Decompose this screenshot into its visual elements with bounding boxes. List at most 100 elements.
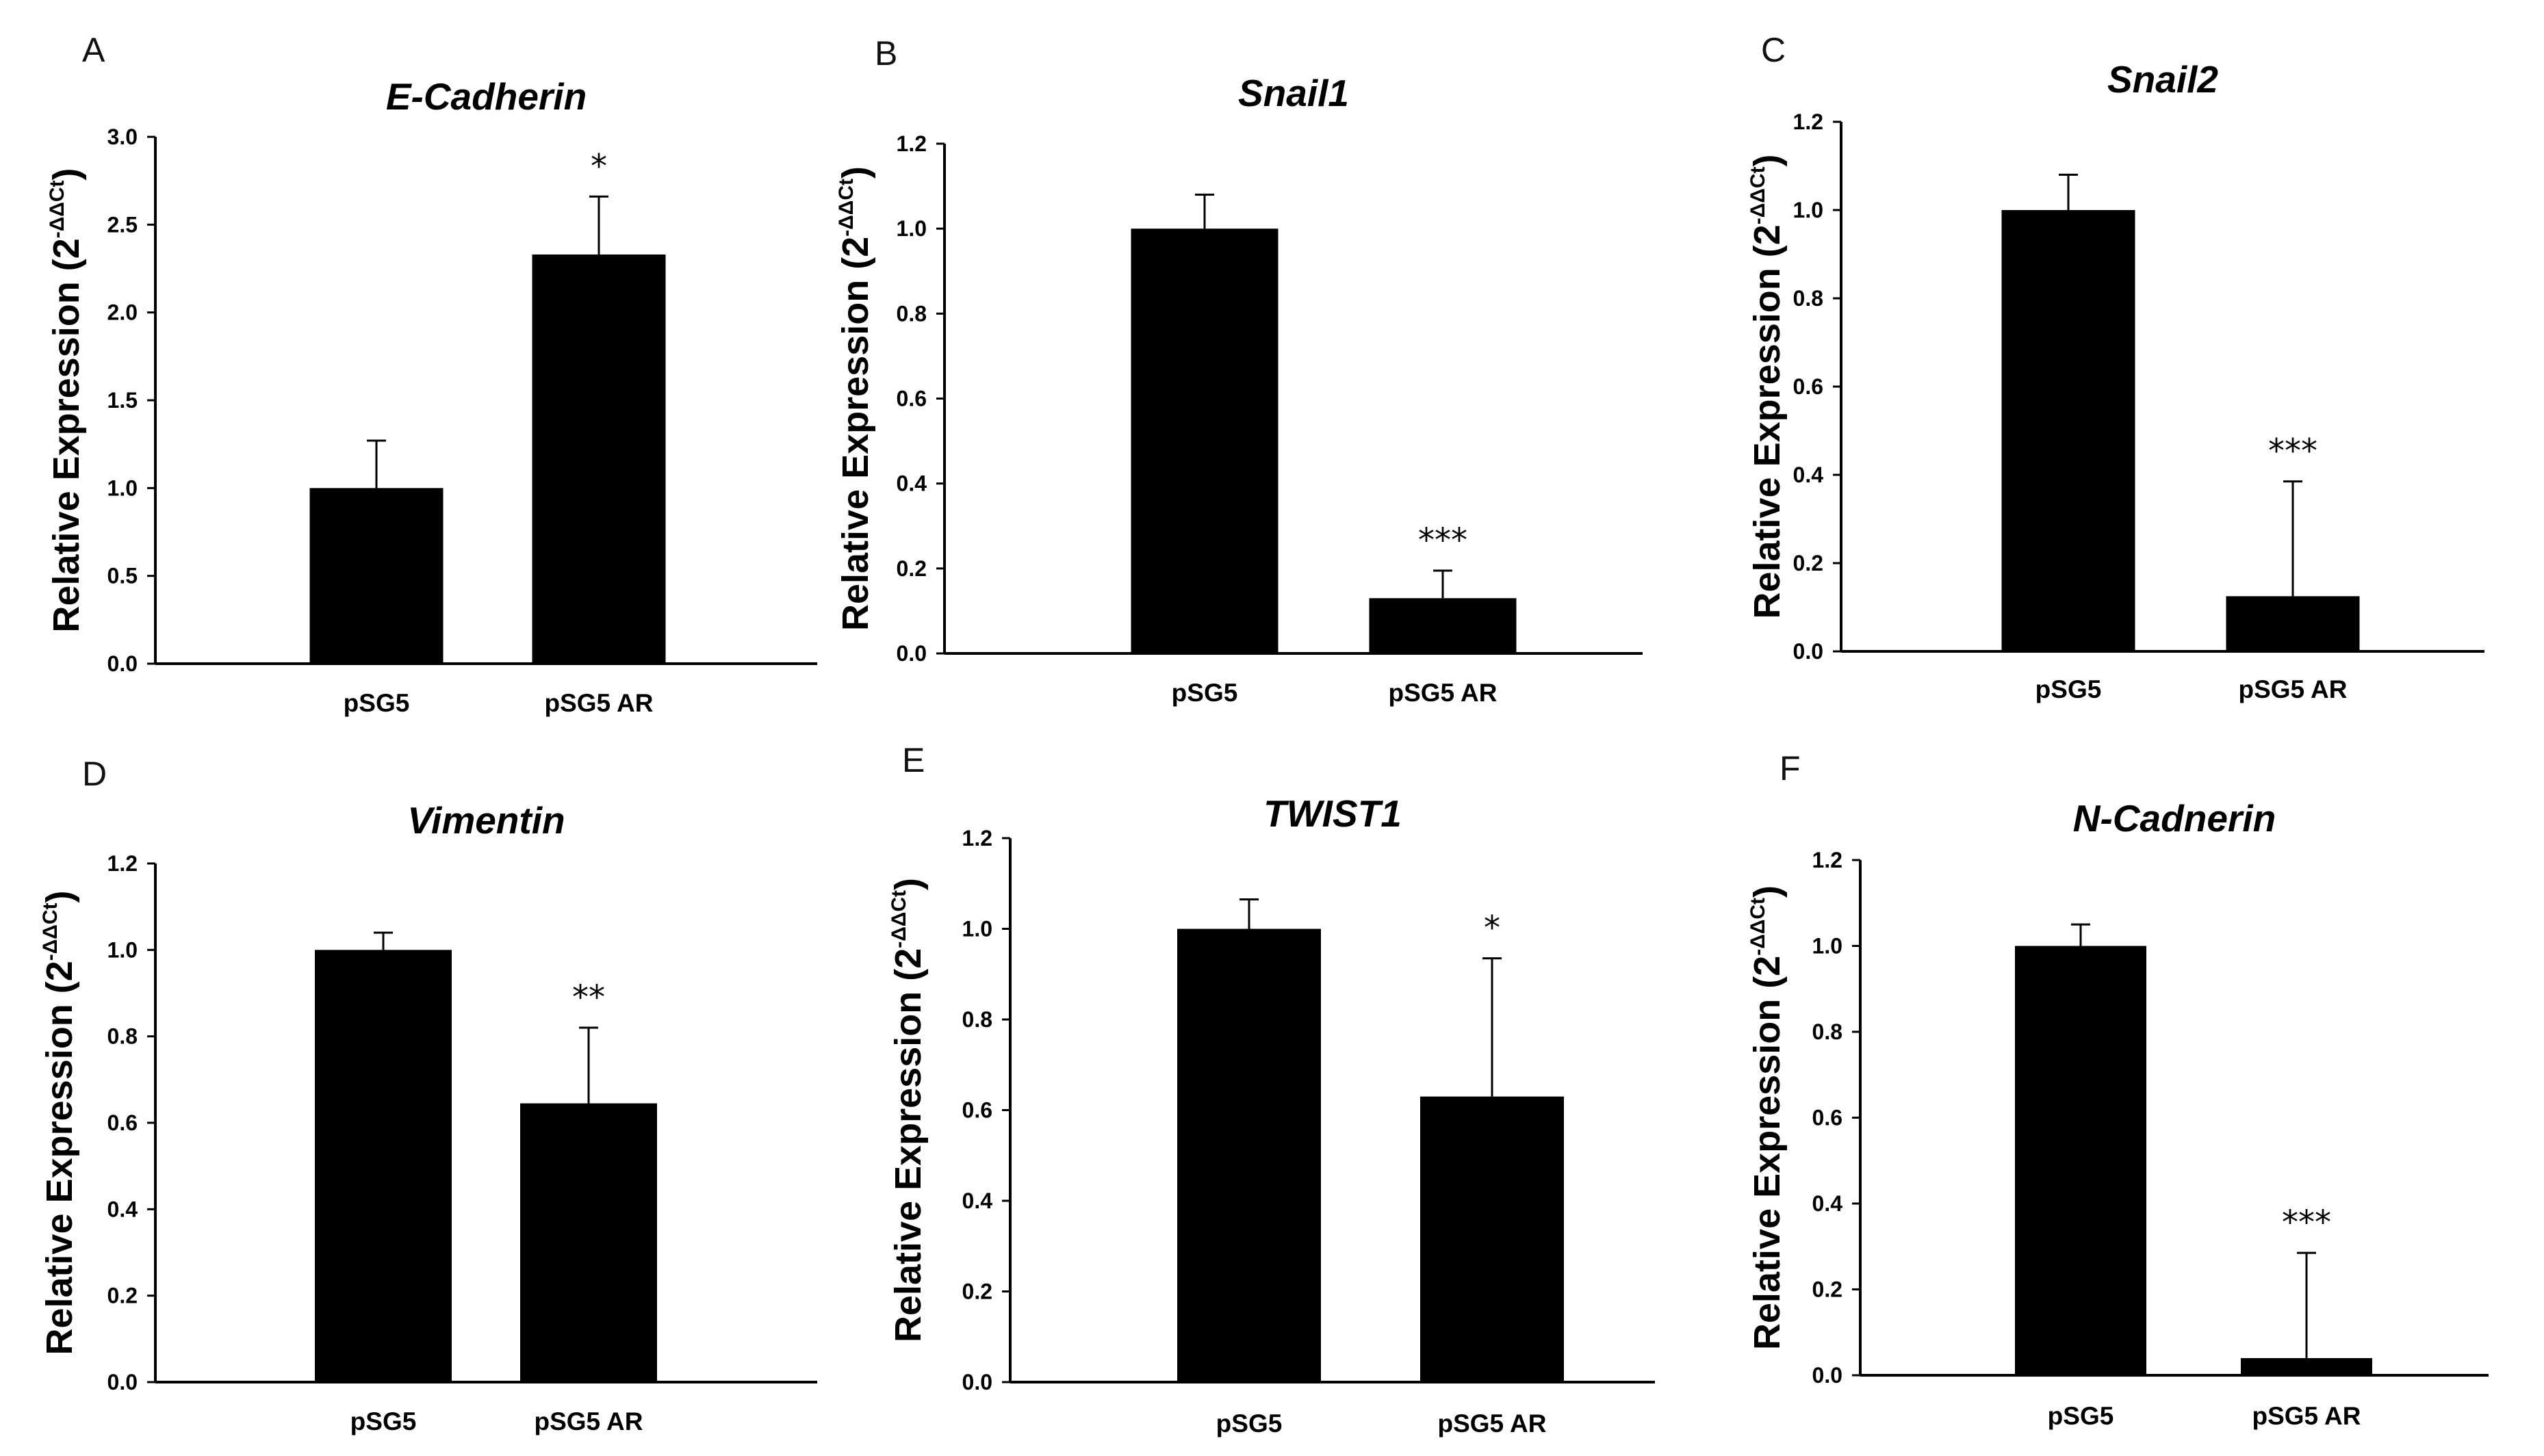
x-category-label: pSG5: [2035, 675, 2102, 703]
panel-letter: F: [1779, 749, 1801, 788]
y-tick-label: 0.8: [897, 301, 927, 326]
y-tick-label: 0.6: [1793, 374, 1823, 399]
significance-marker: ***: [1418, 521, 1467, 560]
x-category-label: pSG5 AR: [545, 689, 654, 717]
y-axis-label-superscript: -ΔΔCt: [46, 180, 68, 238]
y-axis-label-close: ): [835, 166, 876, 179]
y-axis-label-close: ): [1747, 154, 1788, 166]
y-tick-label: 2.5: [107, 212, 138, 237]
x-category-label: pSG5 AR: [1438, 1409, 1547, 1438]
y-tick-label: 0.4: [1793, 463, 1824, 487]
y-tick-label: 0.6: [897, 387, 927, 411]
chart-title: E-Cadherin: [386, 75, 587, 118]
x-category-label: pSG5 AR: [535, 1407, 643, 1435]
y-axis-label: Relative Expression (2-ΔΔCt): [1747, 885, 1788, 1350]
chart-title: Snail1: [1238, 72, 1349, 114]
significance-marker: *: [591, 147, 607, 185]
panel-letter: B: [875, 34, 897, 73]
y-tick-label: 0.2: [1812, 1277, 1842, 1302]
y-tick-label: 0.2: [107, 1284, 138, 1308]
y-tick-label: 0.0: [107, 1370, 138, 1394]
y-tick-label: 0.8: [1812, 1019, 1842, 1044]
y-tick-label: 0.0: [897, 641, 927, 666]
y-tick-label: 0.2: [962, 1279, 992, 1304]
y-tick-label: 1.2: [897, 131, 927, 156]
y-tick-label: 1.0: [107, 937, 138, 962]
y-tick-label: 0.4: [962, 1188, 993, 1213]
y-tick-label: 1.5: [107, 388, 138, 413]
y-axis-label-close: ): [888, 878, 929, 890]
panel-E: E TWIST1 Relative Expression (2-ΔΔCt) 0.0 0.…: [888, 741, 1655, 1438]
y-axis-label-superscript: -ΔΔCt: [1747, 166, 1769, 224]
significance-marker: ***: [2282, 1204, 2331, 1242]
x-category-label: pSG5 AR: [1389, 679, 1498, 707]
y-tick-label: 1.2: [107, 851, 138, 876]
panel-F: F N-Cadnerin Relative Expression (2-ΔΔCt) 0…: [1747, 749, 2489, 1430]
y-axis-label-text: Relative Expression (2: [46, 238, 87, 632]
bar-pSG5: [2001, 210, 2135, 651]
y-axis-label-superscript: -ΔΔCt: [1747, 898, 1769, 956]
y-tick-label: 1.2: [1812, 848, 1842, 872]
y-tick-label: 0.6: [1812, 1106, 1842, 1130]
y-tick-label: 1.2: [1793, 109, 1823, 134]
y-axis-label: Relative Expression (2-ΔΔCt): [46, 168, 87, 632]
panel-B: B Snail1 Relative Expression (2-ΔΔCt) 0.0 0.…: [835, 34, 1643, 707]
y-tick-label: 0.8: [962, 1007, 992, 1032]
y-tick-label: 0.2: [1793, 551, 1823, 575]
y-tick-label: 0.6: [962, 1098, 992, 1123]
y-axis-label: Relative Expression (2-ΔΔCt): [888, 878, 929, 1342]
x-category-label: pSG5 AR: [2252, 1402, 2361, 1430]
panel-A: A E-Cadherin Relative Expression (2-ΔΔCt) 0…: [46, 31, 817, 717]
y-tick-label: 0.0: [1793, 639, 1823, 664]
x-category-label: pSG5 AR: [2239, 675, 2348, 703]
panel-letter: D: [82, 755, 107, 793]
chart-title: Vimentin: [407, 799, 565, 842]
bar-pSG5: [2015, 946, 2146, 1375]
y-axis-label-close: ): [46, 168, 87, 180]
panel-D: D Vimentin Relative Expression (2-ΔΔCt) 0.0…: [39, 755, 817, 1435]
y-axis-label: Relative Expression (2-ΔΔCt): [1747, 154, 1788, 619]
y-tick-label: 1.0: [897, 216, 927, 241]
panel-letter: E: [902, 741, 925, 779]
bar-pSG5: [1177, 928, 1321, 1382]
y-tick-label: 1.2: [962, 826, 992, 850]
y-tick-label: 0.0: [1812, 1363, 1842, 1388]
bar-pSG5-AR: [520, 1103, 657, 1382]
y-axis-label-text: Relative Expression (2: [888, 948, 929, 1342]
y-tick-label: 0.8: [107, 1024, 138, 1049]
bar-pSG5-AR: [1420, 1096, 1564, 1382]
y-axis-label-superscript: -ΔΔCt: [888, 890, 910, 948]
y-tick-label: 0.0: [962, 1370, 992, 1394]
y-tick-label: 0.4: [107, 1197, 138, 1221]
bar-pSG5-AR: [2226, 596, 2360, 651]
y-tick-label: 0.6: [107, 1110, 138, 1135]
y-tick-label: 1.0: [1812, 934, 1842, 959]
y-axis-label-superscript: -ΔΔCt: [39, 902, 62, 961]
bar-pSG5-AR: [1369, 598, 1517, 653]
x-category-label: pSG5: [2048, 1402, 2114, 1430]
x-category-label: pSG5: [1216, 1409, 1283, 1438]
significance-marker: ***: [2268, 432, 2317, 471]
y-tick-label: 3.0: [107, 125, 138, 149]
chart-title: Snail2: [2107, 58, 2218, 101]
y-tick-label: 0.0: [107, 651, 138, 676]
chart-title: TWIST1: [1263, 792, 1402, 835]
bar-pSG5: [309, 488, 444, 664]
y-axis-label-text: Relative Expression (2: [1747, 224, 1788, 619]
y-axis-label: Relative Expression (2-ΔΔCt): [835, 166, 876, 631]
bar-pSG5-AR: [2241, 1357, 2372, 1375]
y-axis-label-text: Relative Expression (2: [39, 961, 80, 1355]
y-tick-label: 0.4: [897, 471, 927, 496]
y-tick-label: 0.8: [1793, 286, 1823, 311]
y-tick-label: 0.5: [107, 564, 138, 588]
x-category-label: pSG5: [1172, 679, 1238, 707]
significance-marker: *: [1484, 909, 1500, 948]
y-tick-label: 1.0: [107, 476, 138, 500]
x-category-label: pSG5: [344, 689, 410, 717]
y-axis-label-superscript: -ΔΔCt: [835, 179, 858, 237]
bar-pSG5: [1131, 229, 1279, 654]
y-tick-label: 1.0: [962, 917, 992, 941]
panel-letter: A: [82, 31, 105, 69]
